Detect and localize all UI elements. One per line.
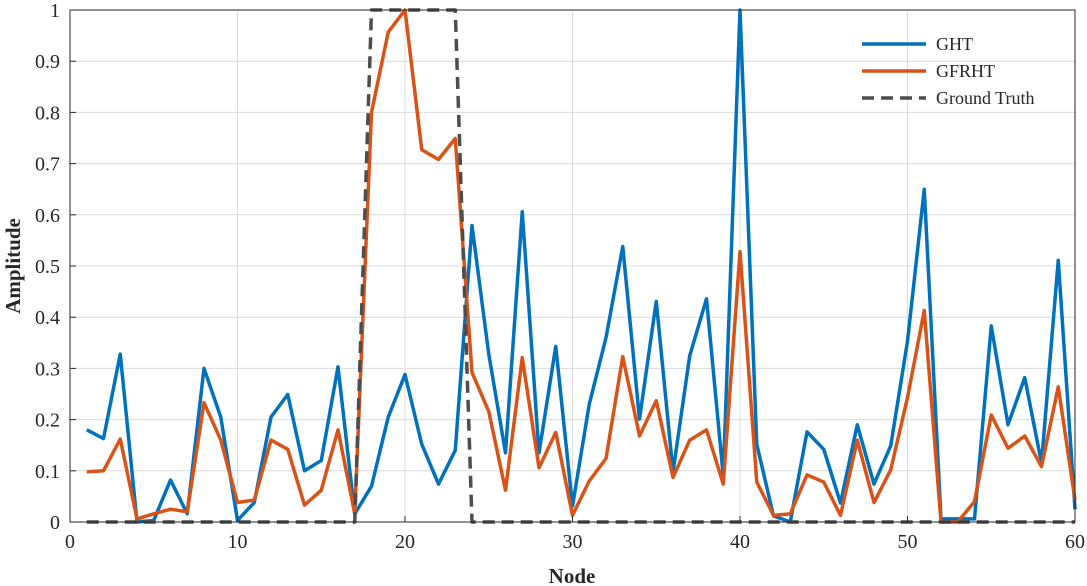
grid-lines	[70, 10, 1075, 522]
y-tick-label: 0.4	[35, 307, 60, 329]
x-tick-label: 60	[1065, 531, 1085, 553]
y-tick-label: 0.3	[35, 358, 60, 380]
x-tick-label: 10	[228, 531, 248, 553]
axis-ticks: 0 10 20 30 40 50 60 0 0.1 0.2 0.3 0.4 0.5 0.6 0.7 0.8 0.…	[35, 0, 1085, 553]
legend-label: GFRHT	[936, 61, 995, 81]
legend-label: GHT	[936, 34, 973, 54]
x-tick-label: 0	[65, 531, 75, 553]
y-tick-label: 0.2	[35, 410, 60, 432]
y-tick-label: 0.5	[35, 256, 60, 278]
legend-label: Ground Truth	[936, 88, 1035, 108]
x-tick-label: 20	[395, 531, 415, 553]
y-tick-label: 0.8	[35, 102, 60, 124]
y-axis-label: Amplitude	[1, 218, 25, 314]
x-axis-label: Node	[549, 564, 596, 586]
x-tick-label: 50	[898, 531, 918, 553]
series-line-gfrht	[86, 8, 1077, 524]
y-tick-label: 1	[50, 0, 60, 22]
y-tick-label: 0.1	[35, 461, 60, 483]
y-tick-label: 0.9	[35, 51, 60, 73]
series-line-ght	[85, 8, 1077, 524]
y-tick-label: 0	[50, 512, 60, 534]
y-tick-label: 0.6	[35, 205, 60, 227]
x-tick-label: 30	[563, 531, 583, 553]
legend: GHT GFRHT Ground Truth	[862, 34, 1035, 108]
y-tick-label: 0.7	[35, 154, 60, 176]
x-tick-label: 40	[730, 531, 750, 553]
